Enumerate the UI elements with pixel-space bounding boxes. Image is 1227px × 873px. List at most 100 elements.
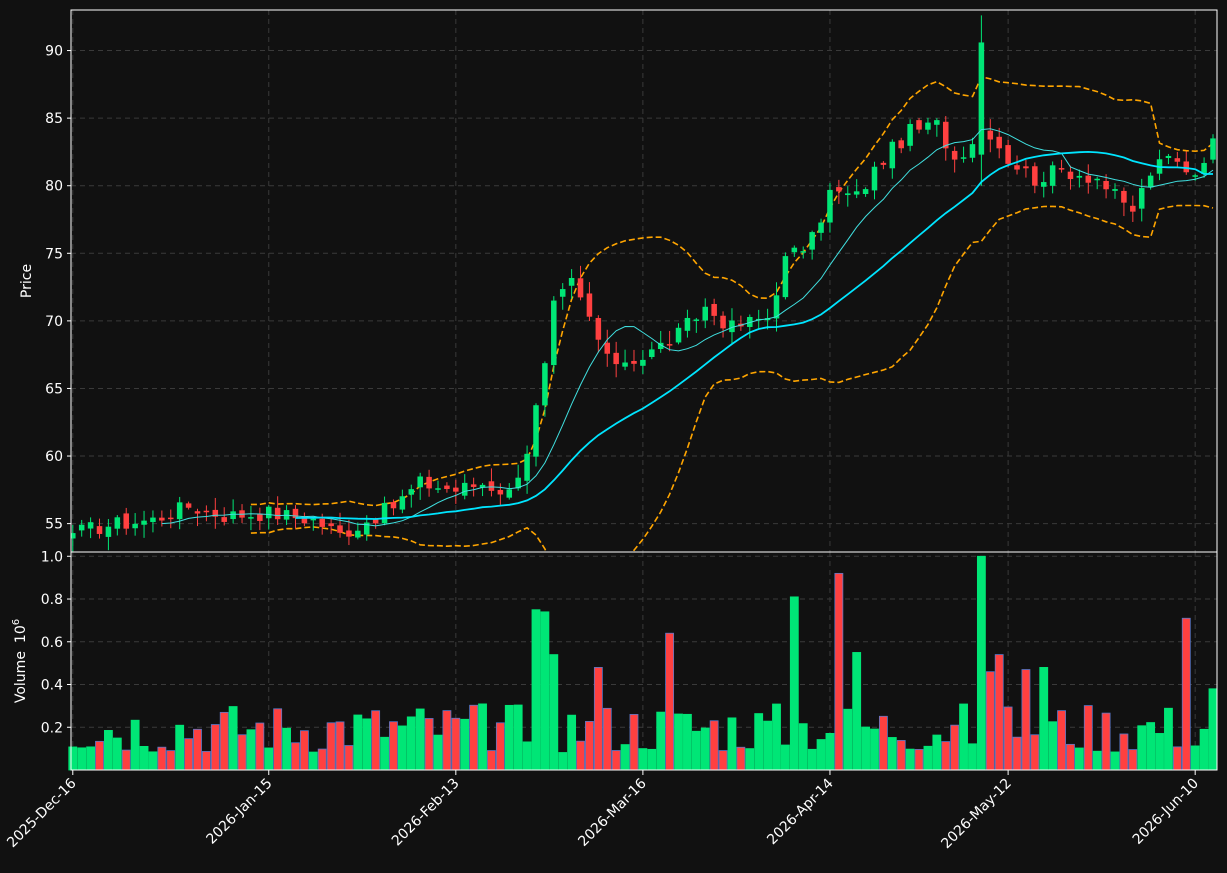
candle-body — [809, 232, 815, 250]
candle-body — [613, 352, 619, 365]
volume-bar — [691, 730, 701, 771]
volume-bar — [798, 723, 808, 771]
candle-body — [274, 507, 281, 520]
volume-y-ticks: 0.2 0.4 0.6 0.8 1.0 — [41, 549, 71, 736]
candle-body — [105, 526, 112, 537]
volume-bar — [1030, 734, 1040, 771]
volume-bar — [389, 721, 398, 771]
volume-bar — [1146, 722, 1156, 771]
candle-body — [78, 524, 85, 531]
volume-bar — [1057, 710, 1066, 771]
volume-bar — [772, 703, 781, 771]
volume-bar — [264, 747, 274, 771]
volume-bar — [736, 746, 746, 771]
candle-body — [1067, 171, 1074, 180]
volume-bar — [424, 718, 434, 771]
candle-body — [551, 300, 557, 366]
volume-bar — [959, 703, 968, 771]
volume-bar — [344, 745, 354, 771]
volume-bar — [620, 744, 630, 771]
candle-body — [1210, 138, 1216, 160]
volume-bar — [593, 667, 603, 771]
candle-body — [1085, 175, 1092, 183]
volume-bar — [513, 704, 523, 771]
volume-bar — [1164, 707, 1173, 771]
volume-bar — [825, 733, 835, 771]
candle-body — [248, 517, 254, 519]
price-tick-label: 80 — [45, 179, 63, 195]
candle-body — [426, 476, 432, 489]
volume-bar — [371, 710, 381, 771]
volume-bar — [291, 742, 300, 771]
volume-tick-label: 0.6 — [41, 635, 63, 651]
volume-tick-label: 0.4 — [41, 678, 63, 694]
volume-bar — [683, 713, 692, 771]
candle-body — [622, 362, 628, 367]
volume-bar — [1199, 728, 1209, 771]
volume-bar — [727, 717, 737, 771]
candle-body — [542, 363, 548, 406]
volume-bar — [469, 704, 479, 771]
volume-bar — [1208, 688, 1218, 771]
candle-body — [292, 508, 299, 519]
volume-bar — [86, 746, 96, 771]
candle-body — [862, 189, 869, 194]
volume-bar — [326, 722, 336, 771]
candle-body — [310, 518, 317, 521]
candle-body — [987, 130, 994, 140]
volume-bar — [121, 749, 131, 771]
volume-bar — [219, 711, 229, 771]
candle-body — [355, 530, 361, 538]
volume-bar — [487, 750, 496, 771]
volume-bar — [95, 740, 104, 771]
volume-bar — [175, 724, 185, 771]
volume-bar — [896, 740, 906, 771]
volume-tick-label: 1.0 — [41, 549, 63, 565]
volume-panel: 0.2 0.4 0.6 0.8 1.0 Volume 106 — [11, 549, 1218, 771]
volume-bar — [460, 718, 470, 771]
volume-bar — [700, 727, 710, 771]
volume-bar — [166, 750, 176, 771]
volume-bar — [1092, 750, 1102, 771]
volume-bar — [1039, 667, 1049, 771]
candle-body — [880, 162, 887, 165]
volume-tick-label: 0.2 — [41, 720, 63, 736]
price-tick-label: 75 — [45, 246, 63, 262]
candle-body — [853, 191, 860, 195]
volume-bar — [504, 704, 514, 771]
volume-bar — [638, 748, 648, 771]
candle-body — [604, 342, 611, 354]
volume-bar — [709, 720, 719, 771]
volume-bar — [763, 720, 773, 771]
candle-body — [328, 523, 334, 527]
candle-body — [827, 189, 833, 223]
volume-bar — [994, 654, 1004, 771]
volume-bar — [362, 718, 372, 771]
candle-body — [702, 306, 709, 321]
candle-body — [399, 496, 406, 510]
volume-bar — [718, 750, 728, 771]
volume-bar — [531, 609, 541, 771]
volume-bar — [878, 715, 888, 771]
volume-bar — [112, 737, 122, 771]
volume-bar — [585, 721, 594, 771]
candle-body — [871, 166, 878, 191]
candle-body — [889, 141, 896, 169]
volume-bar — [433, 734, 443, 771]
volume-bar — [237, 734, 247, 771]
volume-bar — [1021, 669, 1031, 771]
candle-body — [87, 522, 94, 529]
candle-body — [684, 317, 691, 331]
volume-bar — [674, 713, 683, 771]
volume-bar — [1048, 721, 1058, 771]
volume-bar — [923, 745, 933, 771]
volume-bar — [816, 739, 826, 771]
candle-body — [1138, 188, 1145, 209]
volume-bar — [397, 725, 407, 771]
volume-bar — [745, 748, 755, 771]
volume-bar — [157, 746, 167, 771]
volume-axis-exponent-power: 6 — [11, 619, 22, 625]
candle-body — [159, 517, 165, 521]
candle-body — [649, 349, 655, 358]
candle-body — [631, 360, 637, 364]
